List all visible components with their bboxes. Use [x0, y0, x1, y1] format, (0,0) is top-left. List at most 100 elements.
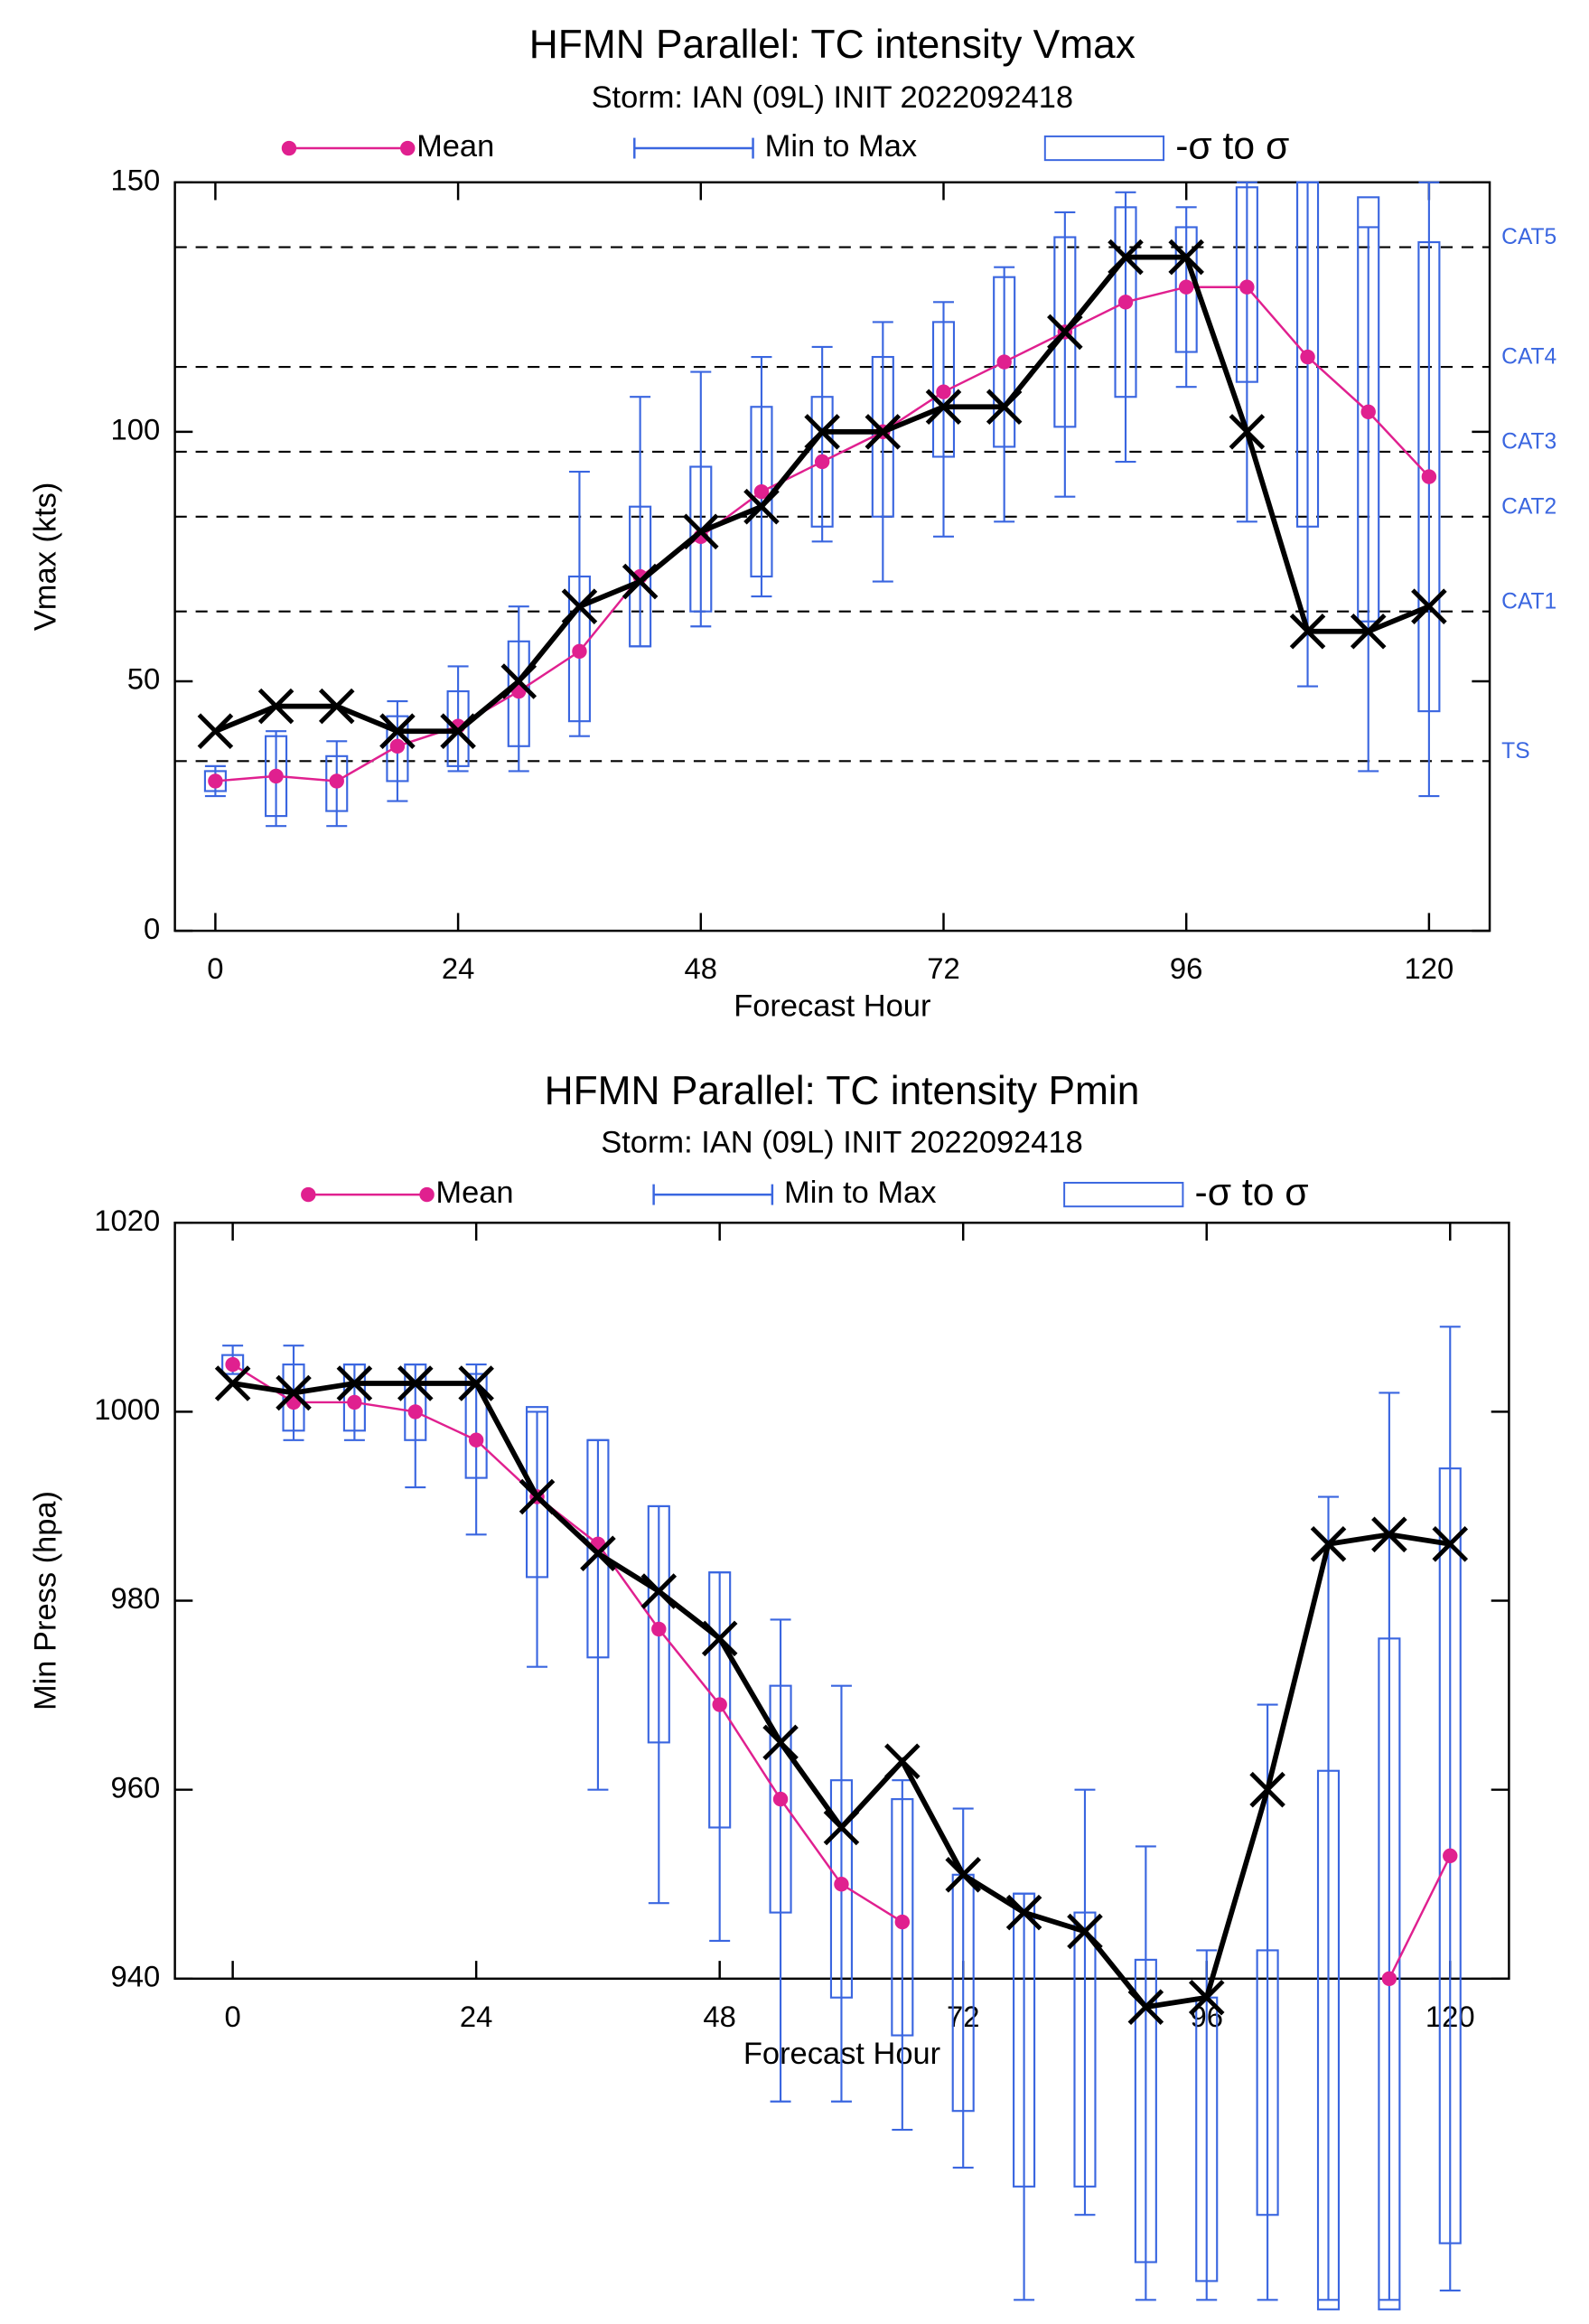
track-marker	[519, 1478, 556, 1515]
mean-point	[347, 1394, 362, 1410]
mean-point	[651, 1621, 667, 1637]
spread-box	[1378, 1637, 1401, 2310]
legend-label: Mean	[435, 1176, 513, 1210]
x-tick-label: 48	[703, 2000, 735, 2033]
spread-box	[931, 321, 956, 458]
reference-label: CAT5	[1501, 225, 1556, 249]
track-marker	[925, 389, 962, 426]
mean-point	[389, 738, 406, 754]
y-axis-label: Min Press (hpa)	[29, 1491, 63, 1710]
reference-label: CAT2	[1501, 494, 1556, 519]
legend-dot	[281, 140, 297, 156]
spread-box	[525, 1406, 549, 1579]
spread-box	[464, 1373, 488, 1479]
legend-label: Mean	[416, 129, 494, 164]
track-marker	[945, 1857, 981, 1893]
y-tick-label: 960	[110, 1770, 160, 1804]
y-tick-label: 150	[110, 163, 160, 196]
x-tick-label: 48	[685, 951, 717, 985]
legend-label: Min to Max	[784, 1176, 936, 1210]
track-marker	[986, 389, 1023, 426]
track-marker	[1371, 1516, 1407, 1553]
spread-box	[1134, 1958, 1157, 2263]
mean-point	[1360, 404, 1376, 419]
track-marker	[1289, 613, 1326, 650]
track-marker	[580, 1535, 616, 1572]
reference-label: CAT4	[1501, 345, 1556, 370]
track-marker	[701, 1620, 738, 1657]
spread-box	[342, 1363, 366, 1432]
x-tick-label: 24	[460, 2000, 492, 2033]
x-tick-label: 72	[927, 951, 959, 985]
track-marker	[823, 1809, 860, 1846]
track-marker	[1168, 239, 1204, 276]
spread-box	[1438, 1467, 1462, 2244]
track-marker	[336, 1365, 373, 1401]
track-marker	[1310, 1526, 1347, 1562]
mean-line	[1388, 1855, 1452, 1980]
track-marker	[458, 1365, 494, 1401]
track-marker	[804, 414, 840, 450]
x-tick-label: 0	[225, 2000, 241, 2033]
spread-box	[404, 1363, 427, 1441]
track-marker	[379, 713, 416, 750]
track-marker	[1249, 1771, 1285, 1808]
mean-point	[1443, 1848, 1458, 1864]
spread-box	[810, 396, 834, 528]
track-marker	[1067, 1913, 1103, 1950]
plot-frame	[173, 181, 1491, 932]
spread-box	[1316, 1769, 1341, 2310]
spread-box	[993, 276, 1016, 448]
track-marker	[1411, 588, 1447, 624]
spread-box	[221, 1354, 245, 1375]
mean-point	[936, 384, 951, 399]
y-tick-label: 980	[110, 1581, 160, 1615]
spread-box	[1357, 196, 1380, 623]
legend-box	[1063, 1181, 1184, 1208]
mean-point	[1239, 279, 1255, 295]
mean-point	[208, 773, 223, 789]
legend-box	[1043, 135, 1165, 162]
spread-box	[769, 1684, 792, 1914]
spread-box	[586, 1438, 610, 1659]
mean-point	[268, 768, 284, 784]
chart-title: HFMN Parallel: TC intensity Vmax	[529, 23, 1136, 67]
track-marker	[500, 663, 537, 699]
track-marker	[1229, 414, 1266, 450]
y-tick-label: 1000	[94, 1392, 160, 1426]
mean-point	[225, 1356, 240, 1373]
mean-point	[329, 773, 344, 789]
track-marker	[1188, 1979, 1225, 2016]
spread-box	[386, 715, 409, 782]
mean-point	[894, 1914, 911, 1930]
spread-box	[708, 1571, 732, 1829]
track-marker	[884, 1743, 921, 1780]
mean-point	[753, 483, 770, 500]
mean-point	[772, 1791, 789, 1807]
reference-label: CAT1	[1501, 589, 1556, 614]
mean-point	[996, 354, 1012, 370]
track-marker	[1127, 1989, 1164, 2025]
track-marker	[214, 1365, 251, 1401]
spread-box	[1073, 1911, 1097, 2188]
mean-point	[814, 454, 830, 470]
chart-subtitle: Storm: IAN (09L) INIT 2022092418	[601, 1125, 1083, 1159]
track-marker	[622, 563, 659, 600]
mean-point	[1300, 349, 1315, 365]
track-marker	[257, 688, 294, 725]
y-tick-label: 0	[144, 912, 160, 945]
legend-dot	[301, 1186, 316, 1203]
mean-point	[572, 643, 587, 660]
spread-box	[1417, 240, 1441, 713]
mean-point	[834, 1877, 849, 1892]
track-marker	[762, 1724, 799, 1761]
legend-label: Min to Max	[765, 129, 917, 164]
track-marker	[276, 1374, 312, 1411]
mean-point	[1381, 1971, 1397, 1987]
legend-dot	[419, 1186, 435, 1203]
x-tick-label: 120	[1405, 951, 1454, 985]
mean-line	[231, 1363, 903, 1924]
track-marker	[197, 713, 234, 750]
chart-title: HFMN Parallel: TC intensity Pmin	[545, 1069, 1140, 1113]
